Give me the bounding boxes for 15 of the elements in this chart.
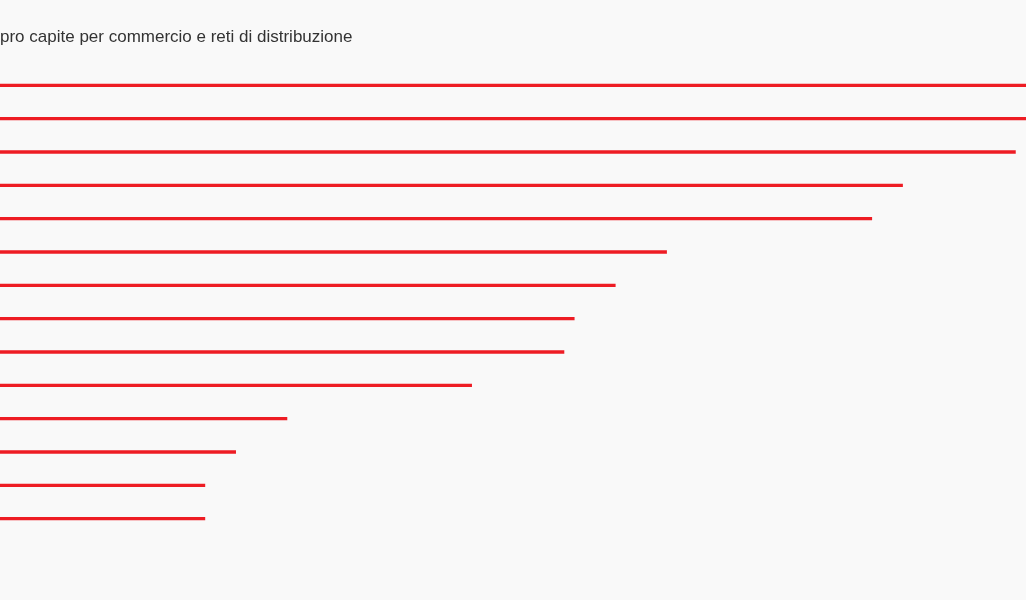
bar [0,450,236,454]
bar [0,483,206,487]
bar [0,317,575,321]
bar [0,417,288,421]
bar [0,250,667,254]
bar [0,517,206,521]
bar [0,183,903,187]
bar [0,217,873,221]
bar [0,117,1026,121]
chart-title: pro capite per commercio e reti di distribuzione [0,27,353,46]
bar [0,383,472,387]
bar [0,150,1016,154]
bar [0,83,1026,87]
bar [0,350,565,354]
bar [0,283,616,287]
